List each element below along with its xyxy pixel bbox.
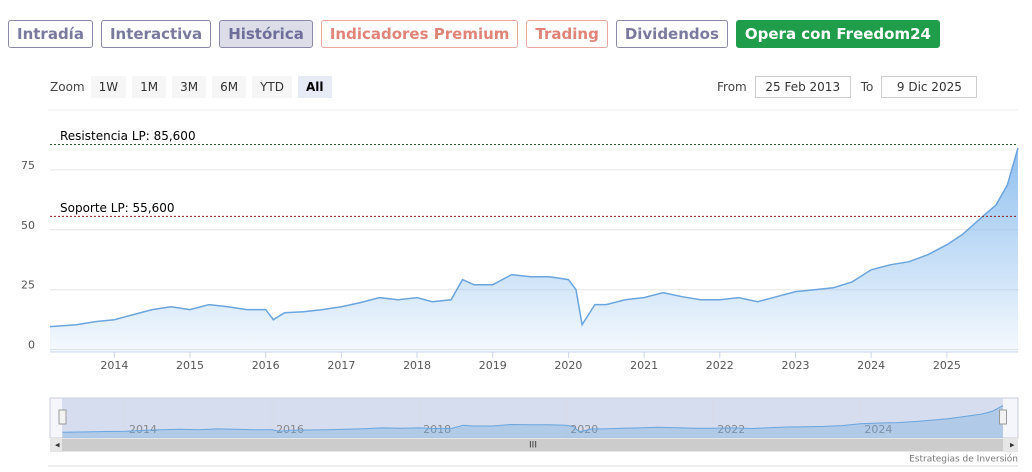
zoom-button[interactable]: 1W [90, 76, 127, 98]
x-tick-label: 2021 [630, 359, 658, 372]
zoom-label: Zoom [50, 80, 85, 94]
x-tick-label: 2022 [706, 359, 734, 372]
y-tick-label: 0 [28, 339, 35, 352]
from-label: From [717, 80, 747, 94]
x-tick-label: 2018 [403, 359, 431, 372]
y-tick-label: 25 [21, 279, 35, 292]
navigator-handle[interactable] [58, 409, 67, 425]
navigator-area [62, 405, 1003, 438]
x-tick-label: 2024 [857, 359, 885, 372]
zoom-button[interactable]: YTD [252, 76, 292, 98]
x-tick-label: 2016 [252, 359, 280, 372]
tab[interactable]: Trading [526, 20, 608, 48]
scroll-left[interactable]: ◂ [55, 441, 60, 451]
zoom-button[interactable]: 6M [212, 76, 247, 98]
scroll-right[interactable]: ▸ [1010, 441, 1015, 451]
x-tick-label: 2020 [554, 359, 582, 372]
plot-line-label: Resistencia LP: 85,600 [60, 129, 196, 143]
navigator-tick-label: 2018 [423, 423, 451, 436]
tab[interactable]: Histórica [219, 20, 313, 48]
navigator-tick-label: 2024 [864, 423, 892, 436]
navigator-handle[interactable] [999, 409, 1007, 425]
tab[interactable]: Dividendos [615, 20, 728, 48]
tab[interactable]: Indicadores Premium [320, 20, 519, 48]
navigator-tick-label: 2022 [717, 423, 745, 436]
tab[interactable]: Interactiva [100, 20, 212, 48]
line [49, 147, 1019, 328]
scrollbar-grip: III [529, 441, 537, 451]
navigator [49, 397, 1019, 439]
y-tick-label: 50 [21, 219, 35, 232]
x-tick-label: 2019 [479, 359, 507, 372]
y-tick-label: 75 [21, 159, 35, 172]
scrollbar[interactable] [50, 438, 1018, 452]
zoom-button[interactable]: 3M [172, 76, 207, 98]
tab[interactable]: Opera con Freedom24 [735, 20, 940, 48]
zoom-bar: Zoom 1W 1M 3M 6M YTD All [50, 76, 332, 98]
to-input[interactable]: 9 Dic 2025 [881, 76, 978, 98]
navigator-tick-label: 2014 [129, 423, 157, 436]
from-input[interactable]: 25 Feb 2013 [754, 76, 851, 98]
tab-bar: Intradía Interactiva Histórica Indicadores … [8, 20, 940, 48]
x-tick-label: 2015 [176, 359, 204, 372]
x-tick-label: 2017 [327, 359, 355, 372]
x-tick-label: 2014 [100, 359, 128, 372]
x-tick-label: 2023 [781, 359, 809, 372]
plot-line-label: Soporte LP: 55,600 [60, 201, 175, 215]
scrollbar-thumb[interactable] [62, 439, 1003, 451]
area [50, 147, 1018, 352]
navigator-tick-label: 2016 [276, 423, 304, 436]
navigator-selection [62, 398, 1003, 438]
zoom-button[interactable]: All [298, 76, 332, 98]
to-label: To [860, 80, 874, 94]
navigator-line [62, 405, 1004, 433]
navigator-tick-label: 2020 [570, 423, 598, 436]
credits: Estrategias de Inversión [909, 454, 1018, 465]
x-tick-label: 2025 [933, 359, 961, 372]
tab[interactable]: Intradía [8, 20, 93, 48]
zoom-button[interactable]: 1M [132, 76, 167, 98]
date-range: From 25 Feb 2013 To 9 Dic 2025 [717, 76, 987, 98]
